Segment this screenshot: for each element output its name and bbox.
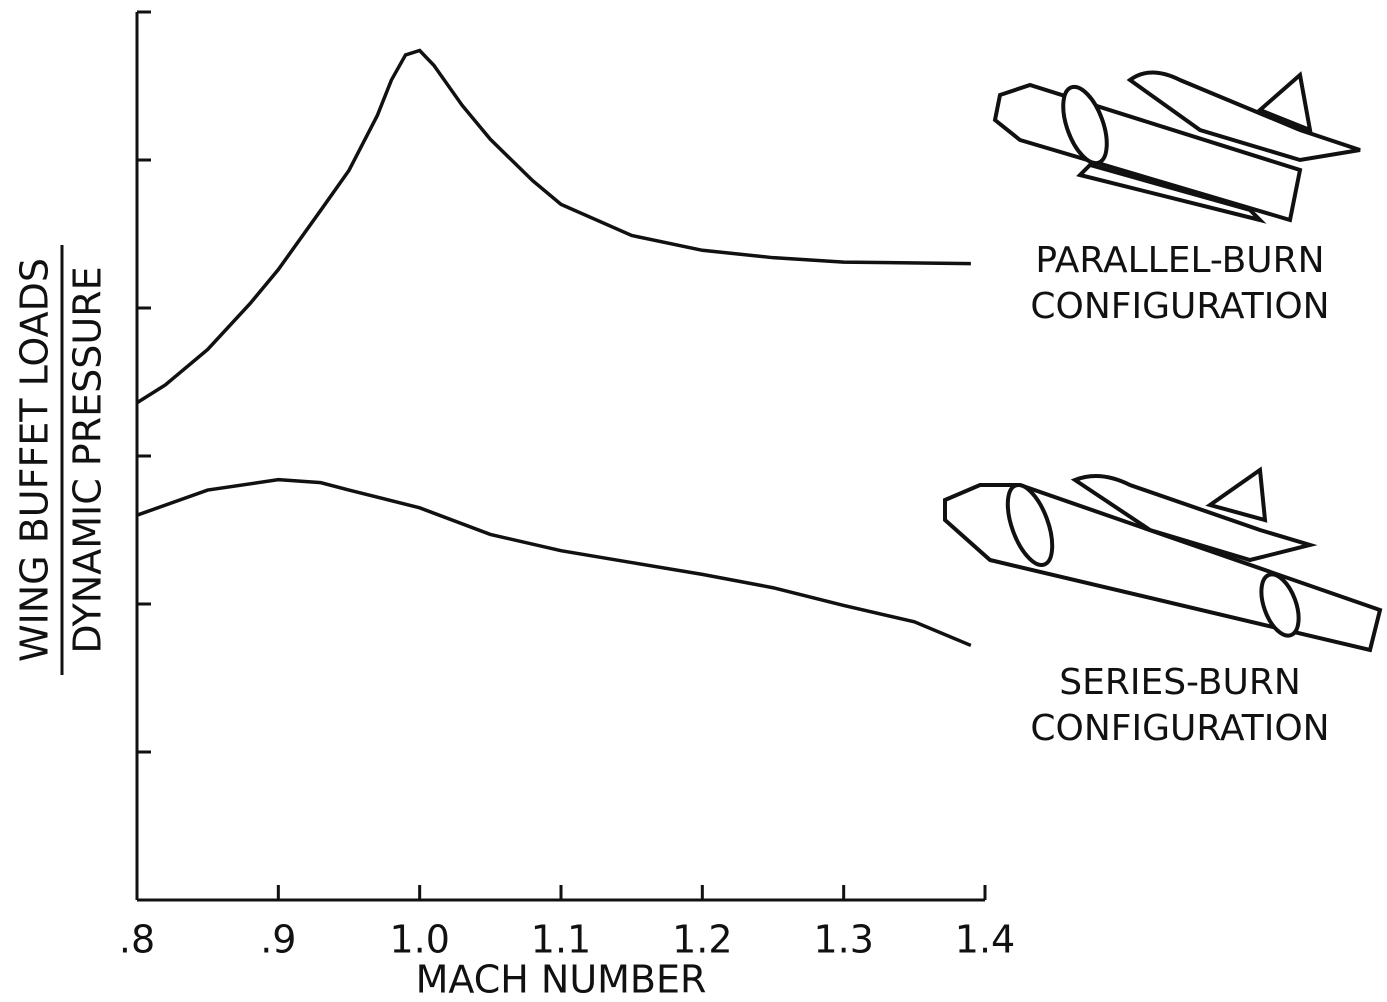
x-axis-label: MACH NUMBER — [416, 958, 707, 1002]
x-tick-label: .9 — [260, 918, 296, 962]
y-label-numerator: WING BUFFET LOADS — [13, 258, 57, 662]
legend-label: SERIES-BURN CONFIGURATION — [1030, 662, 1330, 749]
x-tick-label: 1.0 — [389, 918, 449, 962]
x-tick-label: 1.4 — [955, 918, 1015, 962]
parallel-burn-illustration — [992, 70, 1361, 224]
x-tick-label: 1.3 — [813, 918, 873, 962]
data-line — [136, 48, 971, 405]
x-tick-label: 1.1 — [531, 918, 591, 962]
legend-label: PARALLEL-BURN CONFIGURATION — [1030, 240, 1330, 327]
series-burn-illustration — [943, 466, 1383, 653]
x-tick-label: 1.2 — [672, 918, 732, 962]
y-label-denominator: DYNAMIC PRESSURE — [66, 266, 110, 653]
data-line — [136, 477, 972, 648]
x-tick-label: .8 — [119, 918, 155, 962]
y-axis-label: WING BUFFET LOADS DYNAMIC PRESSURE — [13, 245, 110, 675]
